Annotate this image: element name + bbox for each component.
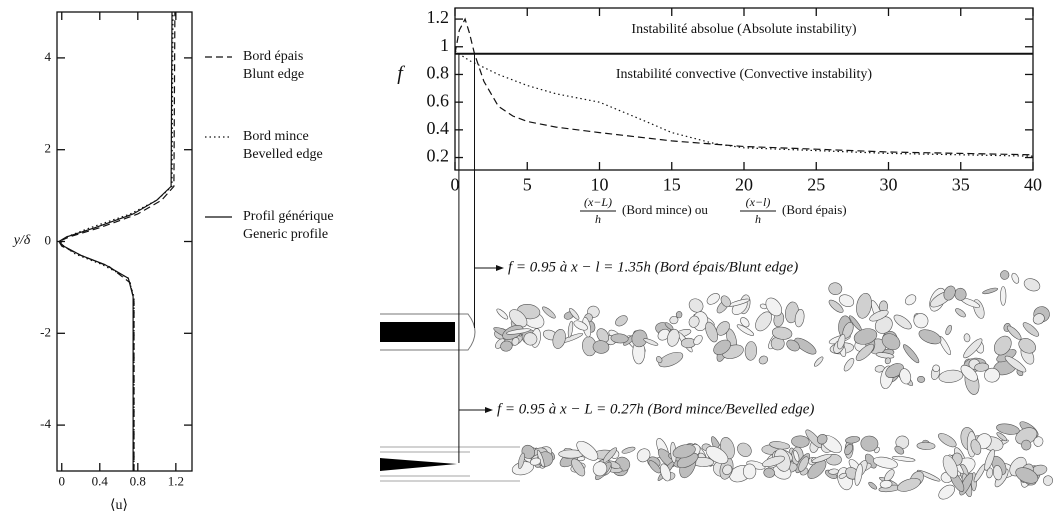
x-tick-label: 35	[952, 174, 970, 194]
vortex	[745, 341, 758, 360]
x-tick-label: 0	[451, 174, 460, 194]
y-tick-label: 0.2	[427, 146, 450, 166]
y-axis-label: y/δ	[12, 233, 31, 248]
legend-label: Profil générique	[243, 209, 334, 224]
vortex	[842, 357, 856, 373]
vortex	[1000, 270, 1009, 279]
x-label-text: (Bord mince) ou	[622, 202, 708, 217]
x-tick-label: 20	[735, 174, 753, 194]
bevelled-plate	[380, 458, 457, 471]
vortex	[964, 333, 971, 342]
vortex	[613, 313, 629, 328]
vortex	[705, 291, 722, 307]
x-label-numerator: (x−L)	[584, 195, 612, 209]
vortex	[1042, 475, 1053, 487]
vortex	[1010, 272, 1020, 284]
legend-label: Generic profile	[243, 227, 328, 242]
x-label-numerator: (x−l)	[746, 195, 771, 209]
y-tick-label: 0.6	[427, 90, 450, 110]
vortex	[676, 311, 682, 318]
vortex	[1000, 287, 1006, 306]
vortex	[567, 321, 573, 338]
series-line	[59, 12, 172, 471]
x-tick-label: 0.4	[92, 474, 109, 489]
vortex	[903, 293, 918, 307]
vortex	[936, 431, 958, 450]
y-tick-label: -4	[40, 416, 51, 431]
series-line	[59, 12, 175, 471]
marker-label: f = 0.95 à x − L = 0.27h (Bord mince/Bev…	[497, 401, 814, 417]
vortex	[867, 481, 877, 491]
x-tick-label: 30	[880, 174, 898, 194]
x-label-denominator: h	[755, 212, 761, 226]
vortex	[828, 468, 838, 474]
y-axis-label: f	[397, 63, 405, 85]
legend-label: Bord mince	[243, 129, 309, 144]
marker-label: f = 0.95 à x − l = 1.35h (Bord épais/Blu…	[508, 259, 798, 275]
figure: 0 0.4 0.8 1.2 -4 -2 0 2 4 y/δ ⟨u⟩ Bord épais Blunt e…	[0, 0, 1058, 520]
x-axis-label: ⟨u⟩	[110, 498, 128, 513]
legend-label: Blunt edge	[243, 67, 304, 82]
vortex	[758, 354, 770, 365]
vortex	[495, 307, 509, 320]
legend-label: Bevelled edge	[243, 147, 323, 162]
y-tick-label: 0	[45, 232, 52, 247]
vortex	[1022, 276, 1042, 293]
vortex	[541, 305, 557, 320]
x-tick-label: 40	[1024, 174, 1042, 194]
y-tick-label: 2	[45, 141, 52, 156]
y-tick-label: 1.2	[427, 7, 450, 27]
vortex	[944, 324, 953, 335]
x-tick-label: 0.8	[130, 474, 146, 489]
y-tick-label: 0.8	[427, 63, 450, 83]
vortex	[954, 307, 967, 319]
region-label: Instabilité convective (Convective insta…	[616, 67, 873, 82]
x-tick-label: 10	[591, 174, 609, 194]
series-line	[455, 19, 1033, 155]
x-tick-label: 5	[523, 174, 532, 194]
vortex	[892, 312, 914, 331]
vortex	[917, 442, 935, 450]
x-tick-label: 0	[59, 474, 66, 489]
vortex	[828, 282, 843, 296]
y-tick-label: 0.4	[427, 118, 450, 138]
vortex	[854, 292, 873, 320]
x-tick-label: 25	[807, 174, 825, 194]
vortex	[982, 287, 998, 295]
vortex	[901, 343, 921, 365]
y-tick-label: 4	[45, 49, 52, 64]
region-label: Instabilité absolue (Absolute instabilit…	[631, 22, 856, 37]
x-label-denominator: h	[595, 212, 601, 226]
x-tick-label: 1.2	[168, 474, 184, 489]
series-line	[61, 12, 173, 471]
vortex	[911, 311, 931, 331]
y-tick-label: 1	[440, 35, 449, 55]
flow-visualization	[380, 270, 1054, 502]
vortex	[735, 440, 754, 459]
arrow-head	[485, 407, 493, 413]
x-label-text: (Bord épais)	[782, 202, 847, 217]
vortex	[845, 436, 860, 445]
vortex	[938, 369, 964, 384]
vortex	[917, 327, 943, 347]
vortex	[621, 446, 636, 455]
blunt-plate	[380, 322, 455, 342]
y-tick-label: -2	[40, 324, 51, 339]
vortex	[791, 435, 809, 448]
legend-label: Bord épais	[243, 49, 303, 64]
x-tick-label: 15	[663, 174, 681, 194]
vortex	[813, 356, 824, 368]
vortex	[743, 464, 756, 479]
arrow-head	[496, 265, 504, 271]
vortex	[917, 376, 925, 383]
